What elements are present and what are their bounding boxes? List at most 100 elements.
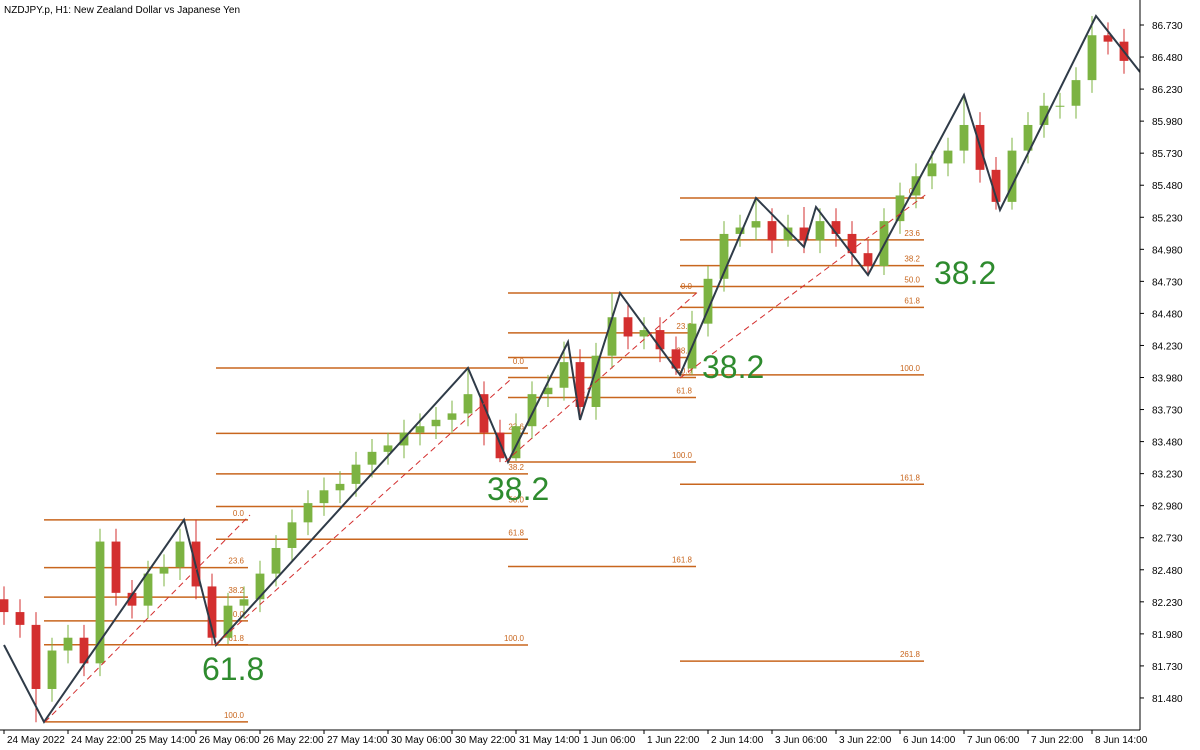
candle-body: [735, 227, 745, 234]
candle-body: [31, 624, 41, 689]
x-tick-label: 24 May 22:00: [71, 735, 132, 746]
candle-body: [111, 541, 121, 593]
fib-label: 261.8: [900, 650, 921, 659]
fib-label: 61.8: [676, 386, 692, 395]
fib-label: 50.0: [676, 366, 692, 375]
candle-body: [223, 605, 233, 638]
candle-body: [479, 394, 489, 433]
candle-body: [991, 169, 1001, 202]
plot: 0.0 23.6 38.2 50.0 61.8 100.0 0.0 23.6 38.2 50.0 6…: [0, 14, 1140, 724]
y-tick-label: 82.230: [1152, 598, 1183, 609]
x-tick-label: 3 Jun 06:00: [775, 735, 828, 746]
candle-body: [543, 387, 553, 395]
trend-line: [504, 289, 701, 463]
fib-label: 23.6: [228, 557, 244, 566]
candle-body: [1023, 124, 1033, 151]
y-tick-label: 83.730: [1152, 406, 1183, 417]
candle-body: [367, 451, 377, 465]
y-tick-label: 84.980: [1152, 245, 1183, 256]
candle-body: [639, 330, 649, 337]
candle-body: [15, 612, 25, 625]
candle-body: [751, 221, 761, 228]
candle-body: [831, 221, 841, 234]
candle-body: [943, 150, 953, 164]
y-tick-label: 84.480: [1152, 309, 1183, 320]
candle-body: [719, 233, 729, 279]
candle-body: [1007, 150, 1017, 202]
y-tick-label: 85.230: [1152, 213, 1183, 224]
y-tick-label: 83.980: [1152, 373, 1183, 384]
y-tick-label: 82.730: [1152, 534, 1183, 545]
candle-body: [623, 317, 633, 337]
fib-label: 50.0: [508, 495, 524, 504]
fib-label: 61.8: [508, 528, 524, 537]
candle-body: [927, 163, 937, 177]
y-tick-label: 83.480: [1152, 438, 1183, 449]
candle-body: [303, 503, 313, 523]
fib-label: 100.0: [900, 364, 921, 373]
candle-body: [287, 522, 297, 548]
candle-body: [1087, 35, 1097, 81]
x-tick-label: 30 May 06:00: [391, 735, 452, 746]
candle-body: [63, 637, 73, 651]
x-tick-label: 6 Jun 14:00: [903, 735, 956, 746]
fib-label: 38.2: [228, 586, 244, 595]
y-tick-label: 86.730: [1152, 21, 1183, 32]
candle-body: [79, 637, 89, 664]
candle-body: [703, 278, 713, 324]
candle-body: [767, 221, 777, 241]
x-tick-label: 7 Jun 06:00: [967, 735, 1020, 746]
candle-body: [895, 195, 905, 222]
candle-body: [319, 490, 329, 504]
candle-body: [175, 541, 185, 568]
x-tick-label: 1 Jun 22:00: [647, 735, 700, 746]
candle-body: [527, 394, 537, 427]
fib-label: 38.2: [676, 347, 692, 356]
fib-label: 161.8: [900, 473, 921, 482]
y-tick-label: 85.480: [1152, 181, 1183, 192]
y-tick-label: 81.480: [1152, 694, 1183, 705]
candle-body: [463, 394, 473, 414]
fib-label: 50.0: [904, 275, 920, 284]
candle-body: [47, 650, 57, 689]
y-tick-label: 82.980: [1152, 502, 1183, 513]
annotation: 38.2: [934, 255, 996, 291]
candle-body: [559, 362, 569, 388]
candle-body: [847, 233, 857, 254]
candle-body: [1103, 35, 1113, 42]
candle-body: [351, 464, 361, 484]
trend-line: [214, 379, 511, 646]
fib-label: 38.2: [904, 255, 920, 264]
candle-body: [959, 124, 969, 151]
y-tick-label: 85.980: [1152, 117, 1183, 128]
y-tick-label: 81.730: [1152, 662, 1183, 673]
candle-body: [143, 573, 153, 606]
fib-label: 0.0: [513, 357, 525, 366]
candle-body: [207, 586, 217, 638]
y-tick-label: 81.980: [1152, 630, 1183, 641]
trend-line: [679, 192, 929, 379]
candle-body: [815, 221, 825, 241]
x-tick-label: 3 Jun 22:00: [839, 735, 892, 746]
candle-body: [255, 573, 265, 600]
candle-body: [1039, 105, 1049, 125]
y-tick-label: 84.730: [1152, 277, 1183, 288]
candle-body: [239, 599, 249, 606]
trend-lines: [44, 192, 929, 723]
x-tick-label: 8 Jun 14:00: [1095, 735, 1148, 746]
fib-label: 38.2: [508, 463, 524, 472]
candle-body: [655, 330, 665, 350]
trend-line: [44, 514, 251, 723]
fib-label: 0.0: [233, 509, 245, 518]
y-tick-label: 83.230: [1152, 470, 1183, 481]
y-tick-label: 84.230: [1152, 341, 1183, 352]
candle-body: [671, 349, 681, 369]
fib-label: 61.8: [228, 634, 244, 643]
candle-body: [383, 445, 393, 452]
fib-label: 23.6: [904, 229, 920, 238]
candle-body: [271, 547, 281, 574]
x-tick-label: 1 Jun 06:00: [583, 735, 636, 746]
candle-body: [575, 362, 585, 407]
y-tick-label: 86.480: [1152, 53, 1183, 64]
